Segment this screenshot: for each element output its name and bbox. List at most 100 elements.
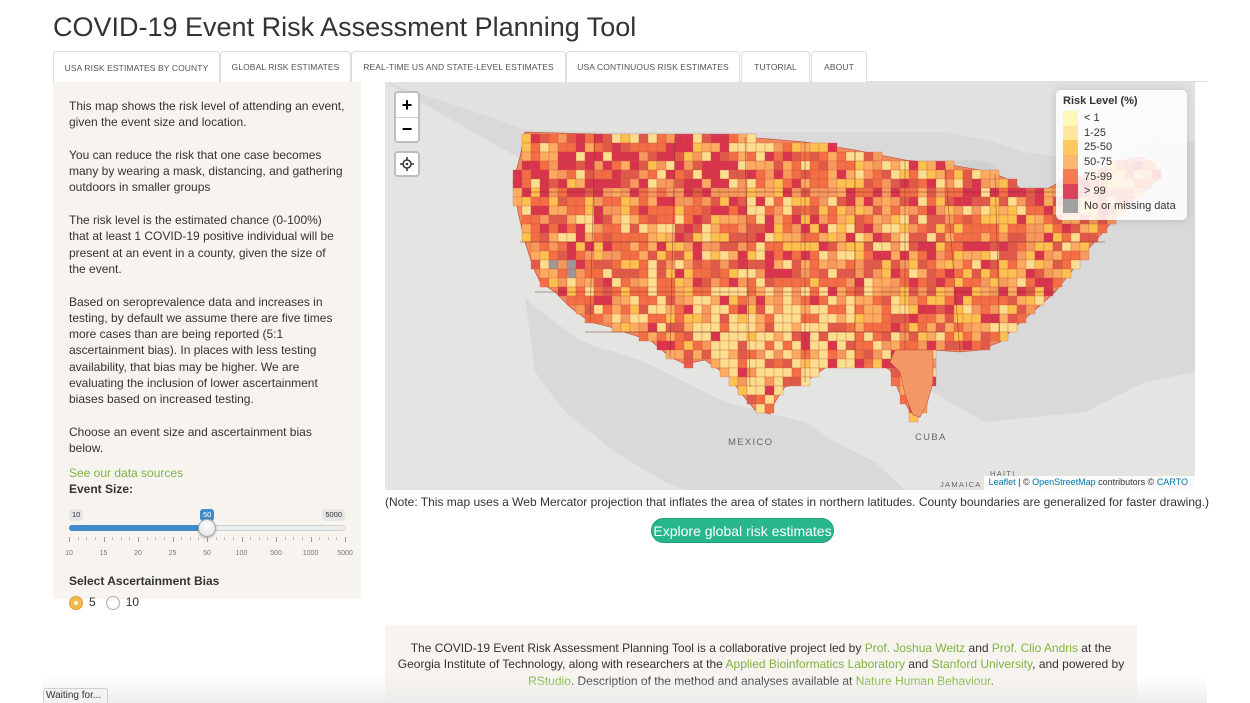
county-cell: [1034, 232, 1045, 243]
county-cell: [728, 133, 739, 144]
county-cell: [575, 205, 586, 216]
rstudio-link[interactable]: RStudio: [528, 673, 571, 688]
county-cell: [683, 232, 694, 243]
county-cell: [638, 151, 649, 162]
abil-link[interactable]: Applied Bioinformatics Laboratory: [725, 657, 905, 672]
weitz-link[interactable]: Prof. Joshua Weitz: [864, 641, 966, 655]
county-cell: [557, 133, 568, 144]
county-cell: [809, 295, 820, 306]
county-cell: [539, 241, 550, 252]
county-cell: [773, 358, 784, 369]
county-cell: [710, 349, 721, 360]
county-cell: [836, 241, 847, 252]
andris-link[interactable]: Prof. Clio Andris: [991, 641, 1078, 655]
county-cell: [584, 295, 595, 306]
slider-handle[interactable]: [198, 519, 216, 538]
county-cell: [728, 223, 739, 234]
tab-real-time-us[interactable]: REAL-TIME US AND STATE-LEVEL ESTIMATES: [351, 51, 566, 82]
county-cell: [791, 214, 802, 225]
county-cell: [1043, 214, 1054, 225]
event-size-slider[interactable]: 10 50 5000 10 15 20 25 50 100 500 1000 5000: [65, 499, 353, 559]
county-cell: [710, 250, 721, 261]
county-cell: [980, 313, 991, 324]
county-cell: [647, 277, 658, 288]
explore-global-button[interactable]: Explore global risk estimates: [651, 518, 834, 543]
county-cell: [647, 232, 658, 243]
carto-link[interactable]: CARTO: [1156, 477, 1188, 487]
county-cell: [530, 142, 541, 153]
risk-map[interactable]: + − Risk Level (%) < 1 1-25 25-50 50-75 75-9…: [385, 82, 1195, 490]
county-cell: [755, 169, 766, 180]
county-cell: [872, 223, 883, 234]
county-cell: [953, 214, 964, 225]
ascertainment-option-5[interactable]: 5: [69, 594, 96, 610]
county-cell: [773, 214, 784, 225]
zoom-out-button[interactable]: −: [396, 117, 418, 141]
county-cell: [890, 286, 901, 297]
data-sources-link[interactable]: See our data sources: [69, 465, 184, 480]
county-cell: [998, 196, 1009, 207]
county-cell: [746, 322, 757, 333]
openstreetmap-link[interactable]: OpenStreetMap: [1032, 477, 1096, 487]
tab-usa-continuous[interactable]: USA CONTINUOUS RISK ESTIMATES: [566, 51, 740, 82]
county-cell: [908, 295, 919, 306]
ascertainment-option-10[interactable]: 10: [105, 594, 139, 610]
legend-item: 25-50: [1063, 140, 1180, 155]
map-canvas[interactable]: [385, 82, 1195, 490]
county-cell: [773, 313, 784, 324]
county-cell: [557, 277, 568, 288]
leaflet-link[interactable]: Leaflet: [988, 477, 1016, 487]
slider-minor-tick: [258, 537, 260, 541]
county-cell: [1007, 232, 1018, 243]
county-cell: [1097, 223, 1108, 234]
county-cell: [926, 322, 937, 333]
county-cell: [872, 151, 883, 162]
county-cell: [638, 250, 649, 261]
zoom-in-button[interactable]: +: [401, 94, 413, 115]
county-cell: [989, 223, 1000, 234]
county-cell: [701, 133, 712, 144]
county-cell: [1016, 250, 1027, 261]
county-cell: [728, 151, 739, 162]
county-cell: [719, 331, 730, 342]
tab-tutorial[interactable]: TUTORIAL: [741, 51, 810, 82]
county-cell: [953, 268, 964, 279]
county-cell: [530, 151, 541, 162]
county-cell: [926, 268, 937, 279]
radio-button-5[interactable]: [69, 595, 83, 610]
county-cell: [755, 232, 766, 243]
legend-swatch: [1063, 140, 1078, 155]
slider-tick-label: 25: [168, 550, 177, 558]
county-cell: [890, 250, 901, 261]
county-cell: [575, 223, 586, 234]
tab-about[interactable]: ABOUT: [811, 51, 867, 82]
county-cell: [521, 214, 532, 225]
county-cell: [845, 214, 856, 225]
locate-button[interactable]: [394, 151, 420, 177]
tab-global-risk[interactable]: GLOBAL RISK ESTIMATES: [220, 51, 351, 82]
radio-button-10[interactable]: [105, 595, 120, 610]
county-cell: [593, 133, 604, 144]
county-cell: [584, 160, 595, 171]
county-cell: [962, 286, 973, 297]
county-cell: [674, 268, 685, 279]
county-cell: [620, 187, 631, 198]
county-cell: [791, 268, 802, 279]
stanford-link[interactable]: Stanford University: [931, 657, 1033, 672]
county-cell: [719, 160, 730, 171]
county-cell: [863, 151, 874, 162]
county-cell: [872, 358, 883, 369]
county-cell: [962, 187, 973, 198]
county-cell: [620, 313, 631, 324]
county-cell: [1025, 187, 1036, 198]
slider-tick-label: 5000: [337, 550, 353, 558]
county-cell: [557, 160, 568, 171]
tab-usa-risk-by-county[interactable]: USA RISK ESTIMATES BY COUNTY: [53, 51, 220, 83]
county-cell: [890, 241, 901, 252]
county-cell: [917, 214, 928, 225]
county-cell: [926, 196, 937, 207]
county-cell: [962, 250, 973, 261]
county-cell: [998, 304, 1009, 315]
county-cell: [854, 268, 865, 279]
nature-link[interactable]: Nature Human Behaviour: [855, 673, 991, 688]
